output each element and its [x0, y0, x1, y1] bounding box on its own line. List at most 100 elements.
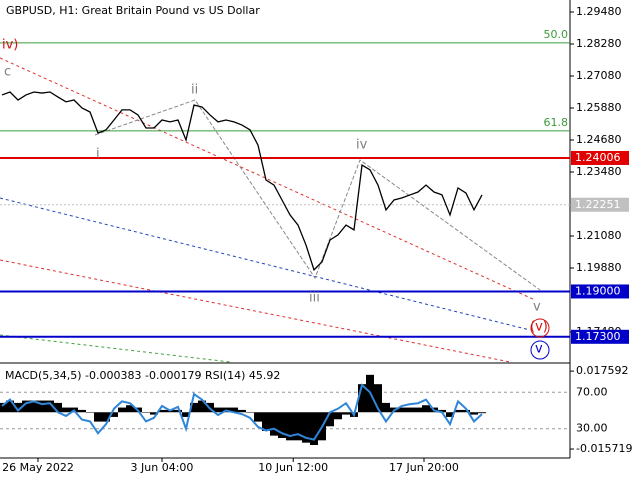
y-tick-label: 1.28280	[576, 37, 622, 50]
price-box	[571, 150, 629, 165]
macd-bar	[30, 400, 38, 413]
wave-circle	[530, 340, 550, 360]
y-tick-label: -0.015719	[576, 442, 632, 455]
macd-bar	[414, 407, 422, 413]
y2-tick-label: 70.00	[576, 385, 608, 398]
macd-bar	[374, 384, 382, 413]
macd-bar	[358, 384, 366, 413]
y-tick-label: 1.19880	[576, 261, 622, 274]
chart-title: GBPUSD, H1: Great Britain Pound vs US Do…	[6, 4, 260, 17]
macd-bar	[462, 409, 470, 413]
macd-bar	[422, 405, 430, 413]
price-box-label: 1.24006	[575, 151, 621, 164]
macd-bar	[286, 412, 294, 441]
price-box-label: 1.22251	[575, 198, 621, 211]
fib-label: 50.0	[544, 28, 569, 41]
y-tick-label: 1.24680	[576, 133, 622, 146]
channel-line	[0, 334, 231, 363]
wave-label: v	[535, 342, 543, 357]
macd-bar	[238, 409, 246, 413]
macd-bar	[78, 409, 86, 413]
y-tick-label: 1.29480	[576, 5, 622, 18]
macd-bar	[470, 412, 478, 415]
macd-bar	[310, 412, 318, 446]
macd-bar	[438, 409, 446, 413]
wave-label: v	[533, 300, 541, 315]
macd-bar	[62, 407, 70, 413]
wave-label: (v)	[530, 320, 548, 335]
x-tick-label: 3 Jun 04:00	[131, 461, 194, 474]
macd-bar	[0, 402, 6, 413]
macd-bar	[14, 402, 22, 413]
channel-line	[0, 259, 511, 363]
macd-bar	[294, 412, 302, 441]
macd-bar	[230, 407, 238, 413]
macd-bar	[278, 412, 286, 438]
macd-bar	[246, 412, 254, 413]
price-box-label: 1.19000	[575, 284, 621, 297]
macd-bar	[190, 402, 198, 413]
macd-bar	[382, 402, 390, 413]
price-box-label: 1.17300	[575, 330, 621, 343]
wave-path	[94, 99, 541, 291]
y-tick-label: 1.25880	[576, 101, 622, 114]
macd-bar	[46, 400, 54, 413]
wave-label: i	[96, 147, 100, 162]
y-tick-label: 1.27080	[576, 69, 622, 82]
trend-lines	[0, 57, 536, 363]
macd-bar	[6, 400, 14, 413]
macd-bar	[406, 407, 414, 413]
macd-bar	[142, 412, 150, 413]
macd-bar	[110, 412, 118, 417]
macd-bar	[86, 412, 94, 413]
wave-label: iv	[356, 138, 368, 153]
macd-bar	[118, 407, 126, 413]
macd-bar	[262, 412, 270, 431]
wave-label: iii	[309, 291, 320, 306]
y-tick-label: 0.017592	[576, 364, 629, 377]
x-tick-label: 10 Jun 12:00	[258, 461, 328, 474]
macd-bar	[342, 412, 350, 415]
macd-bar	[38, 400, 46, 413]
price-line	[1, 91, 483, 272]
macd-bar	[182, 412, 190, 417]
macd-bar	[158, 409, 166, 413]
wave-label: ii	[191, 83, 198, 98]
macd-bar	[198, 400, 206, 413]
fib-label: 61.8	[544, 116, 569, 129]
macd-bar	[446, 412, 454, 417]
wave-label: c	[4, 65, 11, 80]
indicator-title: MACD(5,34,5) -0.000383 -0.000179 RSI(14)…	[5, 369, 280, 382]
macd-bar	[54, 402, 62, 413]
macd-bar	[398, 407, 406, 413]
macd-bar	[454, 409, 462, 413]
macd-bar	[94, 412, 102, 422]
wave-label: iv)	[2, 38, 18, 53]
x-tick-label: 17 Jun 20:00	[389, 461, 459, 474]
macd-bar	[126, 405, 134, 413]
macd-bar	[174, 409, 182, 413]
price-box	[571, 329, 629, 344]
y-tick-label: 1.23480	[576, 165, 622, 178]
macd-bar	[334, 412, 342, 420]
macd-bar	[102, 412, 110, 422]
macd-bar	[150, 412, 158, 415]
macd-bar	[254, 412, 262, 422]
channel-line	[0, 57, 536, 301]
price-box	[571, 197, 629, 212]
wave-circle	[530, 318, 550, 338]
wave-lines	[94, 99, 541, 291]
macd-bar	[302, 412, 310, 443]
y2-tick-label: 30.00	[576, 422, 608, 435]
macd-bar	[22, 400, 30, 413]
macd-bar	[214, 407, 222, 413]
macd-bar	[326, 412, 334, 427]
price-box	[571, 284, 629, 299]
rsi-line	[1, 383, 483, 441]
macd-bar	[478, 412, 486, 414]
x-tick-label: 26 May 2022	[2, 461, 74, 474]
channel-line	[0, 197, 531, 331]
macd-bar	[270, 412, 278, 436]
